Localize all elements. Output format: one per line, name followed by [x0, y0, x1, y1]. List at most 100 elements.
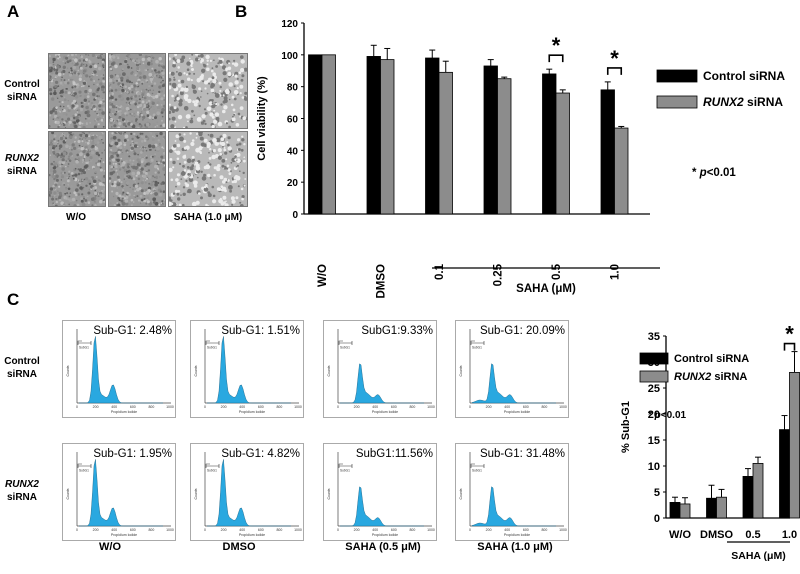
- sub-g1-percent-label: Sub-G1: 1.51%: [221, 325, 300, 337]
- histogram-x-tick: 400: [111, 528, 117, 532]
- histogram-distribution: [79, 459, 163, 527]
- bar-control-3: [779, 429, 790, 519]
- p-value-note: * p<0.01: [648, 410, 687, 421]
- y-axis-title: % Sub-G1: [620, 401, 632, 453]
- y-tick-label: 10: [648, 461, 660, 473]
- histogram-x-tick: 0: [469, 528, 471, 532]
- histogram-y-title: Counts: [194, 365, 198, 376]
- sub-g1-gate-label: SubG1: [472, 469, 482, 473]
- histogram-x-tick: 1000: [559, 405, 567, 409]
- legend-swatch-0: [656, 69, 698, 83]
- histogram-panel: Counts 0 200 400 600 800 1000 Propidium Iodide S…: [455, 320, 569, 418]
- sub-g1-gate: [470, 463, 485, 468]
- histogram-x-title: Propidium Iodide: [239, 533, 265, 537]
- histogram-plot: Counts 0 200 400 600 800 1000 Propidium Iodide S…: [194, 452, 302, 537]
- histogram-plot: Counts 0 200 400 600 800 1000 Propidium Iodide S…: [194, 329, 302, 414]
- histogram-distribution: [79, 336, 163, 404]
- histogram-x-tick: 1000: [427, 528, 435, 532]
- histogram-x-tick: 1000: [166, 405, 174, 409]
- histogram-x-tick: 1000: [427, 405, 435, 409]
- histogram-x-tick: 200: [354, 528, 360, 532]
- histogram-x-tick: 400: [239, 528, 245, 532]
- histogram-y-title: Counts: [327, 488, 331, 499]
- x-axis-title: SAHA (μM): [516, 283, 576, 295]
- histogram-x-tick: 200: [93, 405, 99, 409]
- histogram-x-title: Propidium Iodide: [504, 410, 530, 414]
- sub-g1-gate: [338, 340, 353, 345]
- bar-control-0: [669, 501, 681, 519]
- histogram-x-tick: 200: [221, 528, 227, 532]
- histogram-panel: Counts 0 200 400 600 800 1000 Propidium Iodide S…: [62, 320, 176, 418]
- sub-g1-gate-label: SubG1: [207, 469, 217, 473]
- histogram-x-tick: 800: [276, 405, 282, 409]
- y-tick-label: 15: [648, 435, 660, 447]
- histogram-x-tick: 1000: [294, 528, 302, 532]
- sub-g1-gate-label: SubG1: [79, 346, 89, 350]
- panel-c-col-label-wo: W/O: [99, 541, 121, 553]
- histogram-x-tick: 600: [130, 405, 136, 409]
- histogram-distribution: [471, 363, 556, 404]
- histogram-x-tick: 0: [337, 405, 339, 409]
- significance-bracket: [548, 54, 564, 63]
- histogram-x-tick: 200: [486, 405, 492, 409]
- histogram-plot: Counts 0 200 400 600 800 1000 Propidium Iodide S…: [459, 452, 567, 537]
- y-tick-label: 80: [287, 83, 299, 94]
- y-tick-label: 0: [654, 513, 660, 525]
- legend-swatch-0: [639, 352, 669, 365]
- histogram-plot: Counts 0 200 400 600 800 1000 Propidium Iodide S…: [327, 452, 435, 537]
- histogram-x-tick: 800: [148, 405, 154, 409]
- histogram-y-title: Counts: [194, 488, 198, 499]
- sub-g1-gate-label: SubG1: [79, 469, 89, 473]
- histogram-y-title: Counts: [66, 365, 70, 376]
- histogram-x-tick: 800: [409, 405, 415, 409]
- histogram-x-tick: 1000: [166, 528, 174, 532]
- bar-control-2: [742, 475, 754, 519]
- y-tick-label: 20: [287, 178, 299, 189]
- sub-g1-gate: [338, 463, 353, 468]
- significance-star: *: [610, 46, 619, 71]
- bar-runx2-0: [679, 503, 691, 519]
- histogram-x-tick: 600: [258, 528, 264, 532]
- histogram-distribution: [340, 486, 424, 527]
- legend-swatch-1: [656, 95, 698, 109]
- legend-label-1: RUNX2 siRNA: [674, 371, 747, 383]
- y-axis-title: Cell viability (%): [256, 76, 268, 161]
- micrograph-control-saha: [168, 53, 248, 129]
- histogram-x-tick: 1000: [294, 405, 302, 409]
- panel-a-row-label-runx2: RUNX2 siRNA: [5, 153, 39, 177]
- x-tick-label: 1.0: [782, 529, 797, 541]
- sub-g1-percent-label: Sub-G1: 20.09%: [479, 325, 565, 337]
- y-tick-label: 0: [292, 210, 298, 221]
- micrograph-control-wo: [48, 53, 106, 129]
- histogram-x-title: Propidium Iodide: [372, 410, 398, 414]
- histogram-x-tick: 0: [76, 405, 78, 409]
- y-tick-label: 5: [654, 487, 660, 499]
- x-tick-label: W/O: [669, 529, 691, 541]
- panel-c-col-label-dmso: DMSO: [222, 541, 256, 553]
- panel-c-letter: C: [7, 290, 20, 309]
- histogram-x-tick: 0: [337, 528, 339, 532]
- histogram-panel: Counts 0 200 400 600 800 1000 Propidium Iodide S…: [323, 443, 437, 541]
- sub-g1-gate: [77, 463, 92, 468]
- y-tick-label: 25: [648, 383, 660, 395]
- panel-c-row-label-control: Control siRNA: [4, 356, 40, 380]
- panel-c-col-label-saha-10: SAHA (1.0 μM): [477, 541, 553, 553]
- histogram-panel: Counts 0 200 400 600 800 1000 Propidium Iodide S…: [323, 320, 437, 418]
- sub-g1-gate: [77, 340, 92, 345]
- histogram-x-tick: 200: [221, 405, 227, 409]
- micrograph-texture: [109, 132, 165, 206]
- significance-bracket: [783, 342, 796, 351]
- y-tick-label: 40: [287, 146, 299, 157]
- bar-runx2-2: [752, 462, 764, 519]
- legend-label-0: Control siRNA: [674, 353, 749, 365]
- sub-g1-percent-label: SubG1:9.33%: [361, 325, 433, 337]
- x-tick-label: 0.25: [493, 263, 505, 286]
- histogram-x-tick: 400: [372, 405, 378, 409]
- micrograph-texture: [109, 54, 165, 128]
- micrograph-texture: [49, 54, 105, 128]
- sub-g1-percent-label: Sub-G1: 2.48%: [93, 325, 172, 337]
- histogram-x-tick: 600: [523, 528, 529, 532]
- y-tick-label: 100: [281, 51, 298, 62]
